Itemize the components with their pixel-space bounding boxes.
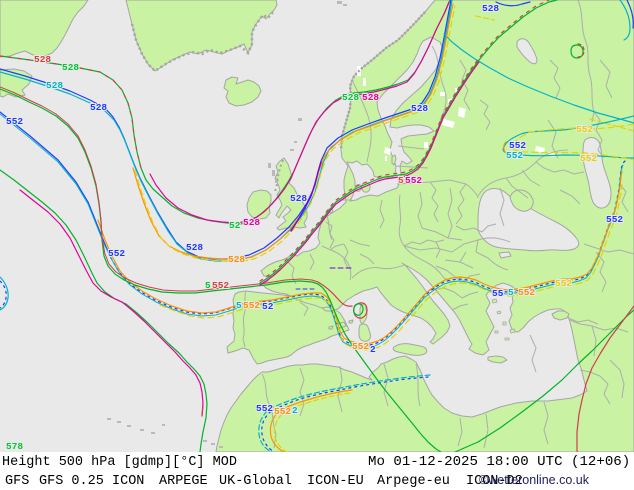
svg-text:528: 528 [186,242,203,253]
svg-text:ICON-EU: ICON-EU [307,474,364,489]
svg-text:55: 55 [492,288,504,299]
svg-text:528: 528 [243,217,260,228]
svg-text:552: 552 [518,287,535,298]
svg-text:552: 552 [555,278,572,289]
svg-text:528: 528 [62,62,79,73]
svg-text:2: 2 [370,344,376,355]
svg-text:552: 552 [6,116,23,127]
svg-text:5: 5 [236,300,242,311]
svg-text:2: 2 [292,405,298,416]
svg-text:GFS 0.25: GFS 0.25 [39,474,104,489]
svg-text:552: 552 [506,150,523,161]
svg-text:552: 552 [576,124,593,135]
svg-text:ICON: ICON [112,474,144,489]
svg-text:578: 578 [6,441,23,452]
svg-text:UK-Global: UK-Global [219,474,292,489]
svg-text:552: 552 [212,280,229,291]
svg-text:552: 552 [606,214,623,225]
svg-text:52: 52 [229,220,241,231]
svg-text:©wetteronline.co.uk: ©wetteronline.co.uk [479,473,590,487]
svg-text:552: 552 [256,403,273,414]
svg-text:552: 552 [274,406,291,417]
svg-text:552: 552 [509,140,526,151]
svg-text:52: 52 [262,301,274,312]
svg-text:552: 552 [352,341,369,352]
svg-text:552: 552 [108,248,125,259]
svg-text:528: 528 [482,3,499,14]
svg-text:528: 528 [90,102,107,113]
svg-text:5: 5 [398,175,404,186]
svg-text:ICON-D2: ICON-D2 [466,474,523,489]
svg-text:ARPEGE: ARPEGE [159,474,208,489]
svg-text:528: 528 [34,54,51,65]
svg-text:5: 5 [508,287,514,298]
svg-text:5: 5 [205,280,211,291]
svg-text:528: 528 [342,92,359,103]
svg-text:528: 528 [411,103,428,114]
svg-text:552: 552 [580,153,597,164]
svg-text:Height 500 hPa [gdmp][°C] MOD: Height 500 hPa [gdmp][°C] MOD [2,455,237,470]
svg-text:552: 552 [243,300,260,311]
svg-text:Arpege-eu: Arpege-eu [377,474,450,489]
svg-text:528: 528 [46,80,63,91]
svg-text:Mo 01-12-2025 18:00 UTC (12+06: Mo 01-12-2025 18:00 UTC (12+06) [368,454,630,470]
svg-text:528: 528 [228,254,245,265]
svg-text:528: 528 [362,92,379,103]
svg-text:GFS: GFS [5,474,29,489]
svg-text:552: 552 [405,175,422,186]
svg-text:528: 528 [290,193,307,204]
